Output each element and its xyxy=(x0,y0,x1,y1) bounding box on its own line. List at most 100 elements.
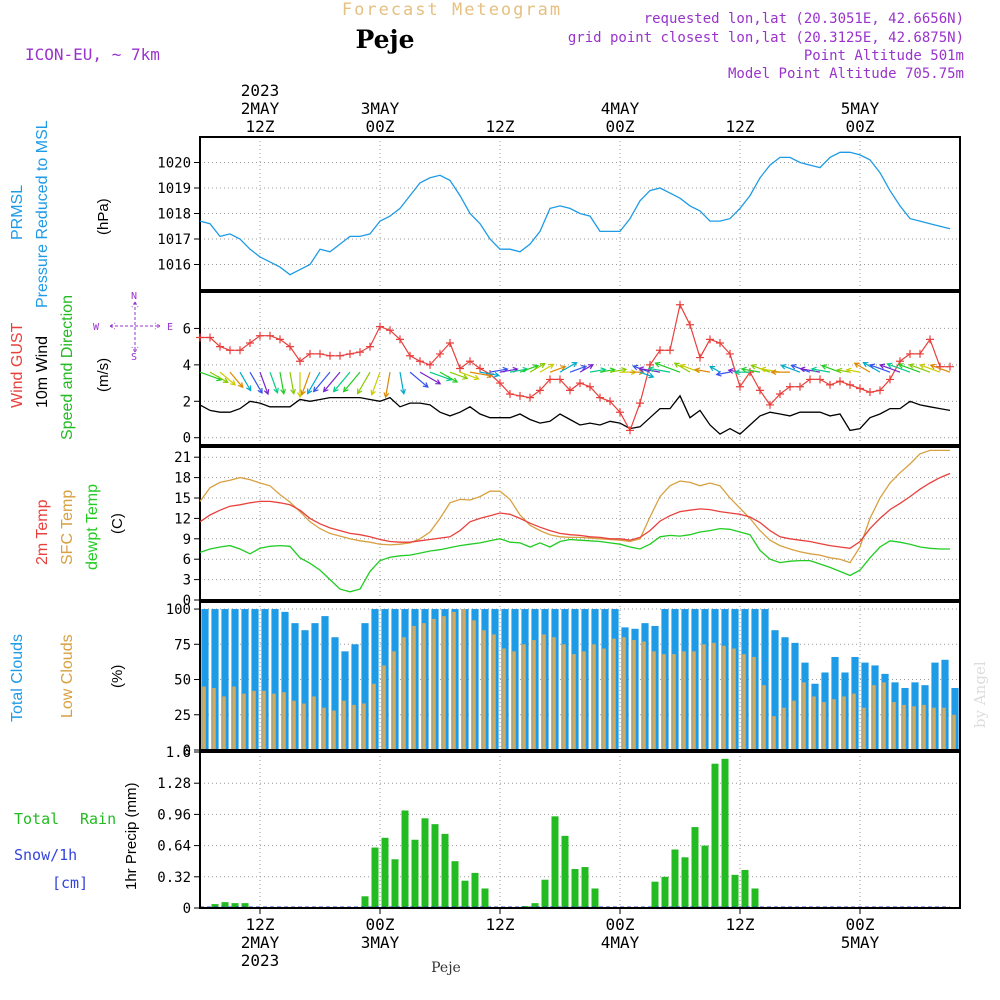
wind-direction-arrow xyxy=(333,371,351,392)
wind-gust-point xyxy=(206,333,214,342)
clouds-ytick-label: 75 xyxy=(174,637,191,653)
low-clouds-bar xyxy=(422,623,426,750)
rain-bar xyxy=(411,839,419,908)
total-clouds-bar xyxy=(291,623,299,750)
wind-gust-point xyxy=(266,331,274,340)
precip-ytick-label: 1.28 xyxy=(157,776,191,792)
wind-gust-point xyxy=(936,362,944,371)
wind-direction-arrowhead xyxy=(878,363,886,370)
wind-direction-arrowhead xyxy=(257,387,263,395)
wind-direction-arrow xyxy=(589,368,606,373)
wind-direction-arrow xyxy=(259,371,269,395)
requested-coords: requested lon,lat (20.3051E, 42.6656N) xyxy=(644,11,964,27)
temp-sfc-label: SFC Temp xyxy=(59,490,76,565)
low-clouds-bar xyxy=(832,699,836,750)
low-clouds-bar xyxy=(702,644,706,750)
top-axis-label: 00Z xyxy=(606,117,635,136)
wind-direction-arrowhead xyxy=(580,364,588,371)
wind-direction-arrowhead xyxy=(548,363,555,369)
low-clouds-bar xyxy=(842,696,846,750)
wind-direction-arrowhead xyxy=(853,362,860,368)
precip-unit: 1hr Precip (mm) xyxy=(123,782,140,890)
temperature-frame xyxy=(199,446,961,601)
low-clouds-bar xyxy=(622,637,626,750)
wind-direction-arrowhead xyxy=(370,389,376,396)
wind-gust-point xyxy=(646,360,654,369)
wind-direction-arrowhead xyxy=(571,361,578,368)
total-clouds-bar xyxy=(201,609,209,750)
pressure-label-2: Pressure Reduced to MSL xyxy=(34,120,51,308)
wind-gust-point xyxy=(246,339,254,347)
rain-bar xyxy=(401,810,409,908)
rain-bar xyxy=(751,888,759,908)
wind-direction-arrowhead xyxy=(679,363,686,370)
wind-direction-arrow xyxy=(429,371,452,381)
wind-direction-arrowhead xyxy=(820,364,828,370)
wind-direction-arrow xyxy=(741,368,761,373)
precip-ytick-label: 0 xyxy=(183,901,191,917)
wind-direction-arrow xyxy=(239,371,252,391)
wind-gust-point xyxy=(596,393,604,402)
wind-gust-point xyxy=(546,375,554,384)
temperature-ytick-label: 15 xyxy=(174,491,191,507)
wind-direction-arrowhead xyxy=(280,388,286,395)
wind-gust-point xyxy=(876,386,884,395)
wind-direction-arrowhead xyxy=(422,382,429,388)
low-clouds-bar xyxy=(432,618,436,750)
wind-gust-point xyxy=(686,320,694,329)
dewpt-temp-line xyxy=(199,527,950,593)
point-altitude: Point Altitude 501m xyxy=(804,48,964,64)
total-clouds-bar xyxy=(781,637,789,750)
low-clouds-bar xyxy=(292,700,296,750)
wind-gust-point xyxy=(676,300,684,309)
wind-direction-arrow xyxy=(489,368,508,373)
wind-direction-arrow xyxy=(449,371,468,379)
wind-direction-arrow xyxy=(655,362,681,373)
wind-gust-label: Wind GUST xyxy=(9,322,26,408)
wind-direction-arrowhead xyxy=(539,363,546,369)
total-clouds-bar xyxy=(281,611,289,750)
low-clouds-bar xyxy=(692,651,696,750)
low-clouds-bar xyxy=(482,630,486,750)
model-altitude: Model Point Altitude 705.75m xyxy=(728,66,964,82)
total-clouds-bar xyxy=(261,609,269,750)
rain-bar xyxy=(391,859,399,908)
low-clouds-bar xyxy=(442,616,446,750)
wind-gust-point xyxy=(556,375,564,384)
pressure-ytick-label: 1017 xyxy=(157,232,191,248)
wind-direction-arrowhead xyxy=(694,367,701,374)
wind-gust-point xyxy=(446,339,454,347)
total-clouds-bar xyxy=(271,609,279,750)
wind-direction-arrowhead xyxy=(647,366,655,373)
top-axis-label: 00Z xyxy=(846,117,875,136)
wind-direction-arrow xyxy=(919,364,941,373)
temp-2m-label: 2m Temp xyxy=(34,499,51,565)
pressure-ytick-label: 1020 xyxy=(157,156,191,172)
low-clouds-bar xyxy=(742,654,746,750)
low-clouds-label: Low Clouds xyxy=(59,634,76,718)
wind-gust-point xyxy=(426,360,434,369)
top-axis-label: 2MAY xyxy=(241,99,280,118)
wind-direction-arrow xyxy=(887,363,911,373)
wind-direction-arrowhead xyxy=(836,367,843,374)
low-clouds-bar xyxy=(712,642,716,750)
compass-icon: W E N S xyxy=(93,291,173,363)
precip-frame-top xyxy=(199,751,961,909)
low-clouds-bar xyxy=(232,686,236,750)
watermark: by Angel xyxy=(971,661,989,728)
pressure-panel: 1016 1017 1018 1019 1020 xyxy=(157,136,961,291)
low-clouds-bar xyxy=(792,700,796,750)
rain-bar xyxy=(681,857,689,908)
wind-gust-point xyxy=(726,349,734,358)
rain-bar xyxy=(691,827,699,908)
wind-direction-arrow xyxy=(869,364,891,373)
low-clouds-bar xyxy=(952,714,956,750)
wind-direction-arrowhead xyxy=(862,361,869,368)
low-clouds-bar xyxy=(802,682,806,750)
wind-direction-arrowhead xyxy=(342,386,349,393)
wind-gust-point xyxy=(656,346,664,355)
wind-direction-arrowhead xyxy=(897,363,904,369)
low-clouds-bar xyxy=(882,682,886,750)
wind-direction-arrowhead xyxy=(759,366,767,373)
wind-gust-point xyxy=(396,335,404,344)
